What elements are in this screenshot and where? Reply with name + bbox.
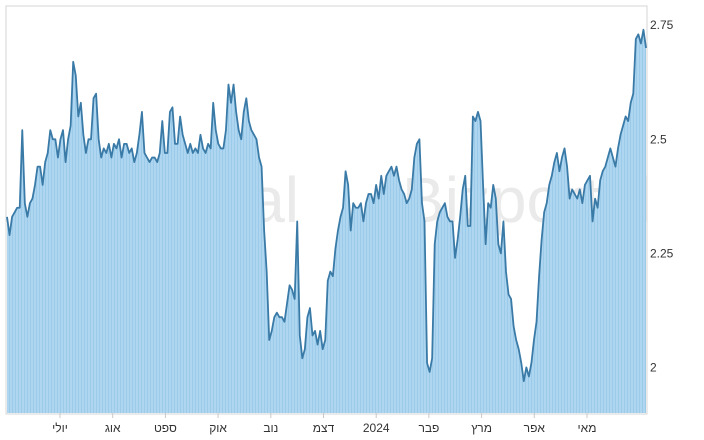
- y-tick-label: 2: [650, 360, 657, 374]
- x-tick-label: אוג: [105, 421, 121, 435]
- y-tick-label: 2.75: [650, 18, 674, 32]
- x-tick-label: מאי: [578, 421, 597, 435]
- x-tick-label: דצמ: [313, 421, 335, 435]
- x-tick-label: ספט: [154, 421, 177, 435]
- y-tick-label: 2.5: [650, 132, 667, 146]
- x-tick-label: אוק: [209, 421, 227, 435]
- x-tick-label: אפר: [524, 421, 546, 435]
- price-area: [7, 29, 646, 414]
- x-axis: יולי אוג ספט אוק נוב דצמ 2024 פבר מרץ אפר מאי: [52, 413, 596, 435]
- x-tick-label: נוב: [263, 421, 278, 435]
- x-tick-label: 2024: [363, 421, 390, 435]
- price-line: [6, 28, 647, 382]
- x-tick-label: מרץ: [471, 421, 492, 435]
- y-axis: 2 2.25 2.5 2.75: [650, 18, 674, 374]
- y-tick-label: 2.25: [650, 246, 674, 260]
- x-tick-label: יולי: [52, 421, 68, 435]
- x-tick-label: פבר: [418, 421, 439, 435]
